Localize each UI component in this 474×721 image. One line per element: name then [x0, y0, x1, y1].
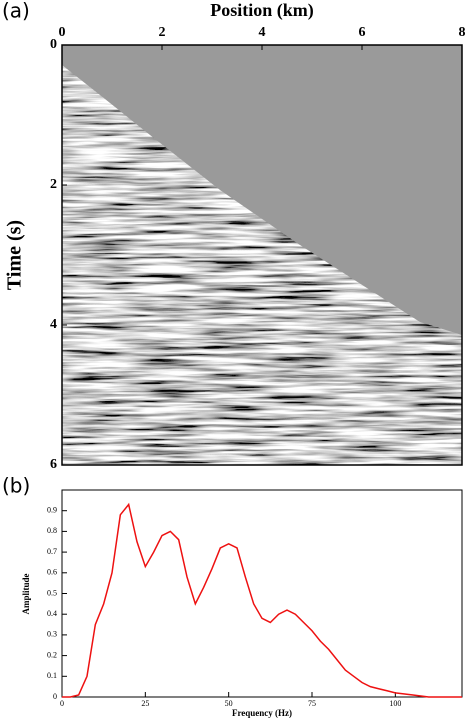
- x-tick-label: 25: [141, 699, 149, 708]
- y-tick-label: 0: [50, 37, 57, 52]
- y-tick-label: 0.8: [47, 526, 57, 535]
- y-tick-label: 0.9: [47, 506, 57, 515]
- y-tick-label: 0.6: [47, 568, 57, 577]
- x-tick-label: 100: [389, 699, 401, 708]
- y-tick-label: 0.1: [47, 671, 57, 680]
- y-tick-label: 2: [50, 177, 57, 192]
- x-tick-label: 6: [359, 25, 366, 40]
- x-tick-label: 4: [259, 25, 266, 40]
- y-tick-label: 0.4: [47, 609, 57, 618]
- seismic-image: [62, 45, 462, 465]
- y-axis-title: Amplitude: [21, 573, 31, 614]
- muted-zone: [62, 45, 462, 335]
- y-tick-label: 6: [50, 457, 57, 472]
- y-tick-label: 0: [53, 692, 57, 701]
- panel-label: (a): [2, 0, 30, 23]
- y-axis-title: Time (s): [4, 220, 26, 290]
- spectrum-line: [62, 502, 462, 698]
- x-axis-title: Position (km): [210, 0, 314, 21]
- x-tick-label: 8: [459, 25, 466, 40]
- panel-label: (b): [2, 474, 30, 498]
- x-tick-label: 0: [60, 699, 64, 708]
- plot-frame: [61, 489, 463, 698]
- x-tick-label: 0: [59, 25, 66, 40]
- x-tick-label: 75: [308, 699, 316, 708]
- x-tick-label: 2: [159, 25, 166, 40]
- x-tick-label: 50: [225, 699, 233, 708]
- y-tick-label: 0.5: [47, 588, 57, 597]
- y-tick-label: 4: [50, 317, 57, 332]
- y-tick-label: 0.3: [47, 630, 57, 639]
- x-axis-title: Frequency (Hz): [232, 708, 292, 718]
- y-tick-label: 0.7: [47, 547, 57, 556]
- y-tick-label: 0.2: [47, 650, 57, 659]
